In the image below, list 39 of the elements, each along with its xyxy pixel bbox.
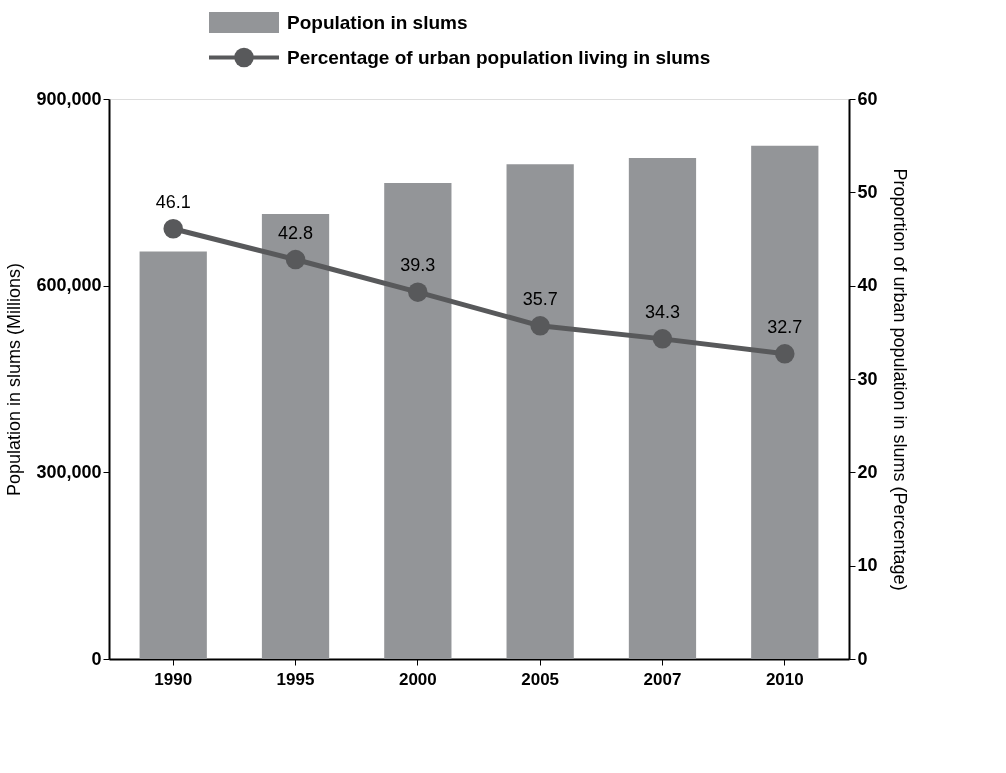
bar [139, 251, 207, 659]
y2-tick-label: 40 [857, 275, 878, 296]
legend-label: Population in slums [287, 11, 468, 33]
x-tick-label: 1995 [276, 669, 315, 689]
y2-tick-label: 50 [857, 181, 878, 202]
y2-tick-label: 10 [857, 555, 878, 576]
y-tick-label: 0 [91, 648, 102, 669]
y2-tick-label: 30 [857, 368, 878, 389]
y2-tick-label: 20 [857, 461, 878, 482]
x-tick-label: 2010 [765, 669, 804, 689]
point [163, 219, 183, 239]
data-label: 32.7 [767, 316, 803, 337]
bar [751, 145, 819, 659]
data-label: 42.8 [278, 222, 314, 243]
y-tick-label: 900,000 [36, 88, 102, 109]
bar [261, 214, 330, 659]
x-tick-label: 2007 [643, 669, 682, 689]
y-tick-label: 300,000 [36, 461, 102, 482]
point [408, 282, 428, 302]
y-tick-label: 600,000 [36, 275, 102, 296]
bar [384, 183, 452, 659]
data-label: 46.1 [155, 191, 191, 212]
y2-axis-title: Proportion of urban population in slums (Percentage) [889, 168, 910, 591]
bar [506, 164, 574, 659]
legend-label: Percentage of urban population living in slums [287, 46, 711, 68]
x-tick-label: 2005 [521, 669, 560, 689]
data-label: 35.7 [522, 288, 558, 309]
point [530, 316, 550, 336]
x-tick-label: 1990 [154, 669, 193, 689]
data-label: 34.3 [644, 301, 680, 322]
point [652, 329, 673, 349]
data-label: 39.3 [400, 255, 436, 276]
point [285, 249, 306, 270]
y-axis-title: Population in slums (Millions) [4, 262, 25, 497]
y2-tick-label: 0 [857, 648, 868, 669]
y2-tick-label: 60 [857, 88, 878, 109]
x-tick-label: 2000 [398, 669, 437, 689]
bar [628, 158, 697, 659]
point [775, 344, 795, 364]
